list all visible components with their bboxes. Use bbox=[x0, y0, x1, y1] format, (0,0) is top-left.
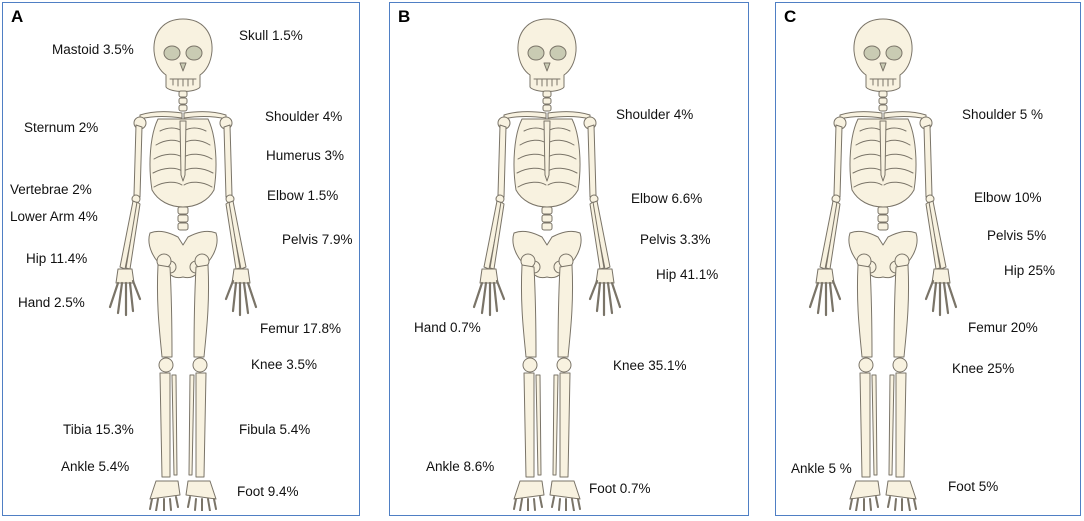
skeleton-illustration bbox=[808, 17, 958, 511]
label-sternum: Sternum 2% bbox=[24, 120, 99, 135]
label-pelvis: Pelvis 5% bbox=[987, 228, 1047, 243]
label-hip: Hip 11.4% bbox=[26, 251, 88, 266]
panel-b: B Shoulder 4% Elbow 6.6% Pelvis 3.3% Hip… bbox=[389, 2, 749, 516]
label-skull: Skull 1.5% bbox=[239, 28, 303, 43]
label-elbow: Elbow 6.6% bbox=[631, 191, 703, 206]
label-humerus: Humerus 3% bbox=[266, 148, 345, 163]
label-lower-arm: Lower Arm 4% bbox=[10, 209, 98, 224]
panel-letter: A bbox=[11, 7, 24, 26]
label-pelvis: Pelvis 7.9% bbox=[282, 232, 353, 247]
label-pelvis: Pelvis 3.3% bbox=[640, 232, 711, 247]
label-knee: Knee 25% bbox=[952, 361, 1015, 376]
label-mastoid: Mastoid 3.5% bbox=[52, 42, 134, 57]
label-hip: Hip 25% bbox=[1004, 263, 1056, 278]
label-femur: Femur 20% bbox=[968, 320, 1038, 335]
label-hand: Hand 2.5% bbox=[18, 295, 85, 310]
label-hand: Hand 0.7% bbox=[414, 320, 481, 335]
label-hip: Hip 41.1% bbox=[656, 267, 719, 282]
label-foot: Foot 9.4% bbox=[237, 484, 299, 499]
label-shoulder: Shoulder 5 % bbox=[962, 107, 1044, 122]
label-shoulder: Shoulder 4% bbox=[265, 109, 343, 124]
label-shoulder: Shoulder 4% bbox=[616, 107, 694, 122]
label-ankle: Ankle 8.6% bbox=[426, 459, 495, 474]
label-tibia: Tibia 15.3% bbox=[63, 422, 134, 437]
label-elbow: Elbow 1.5% bbox=[267, 188, 339, 203]
panel-c: C Shoulder 5 % Elbow 10% Pelvis 5% Hip 2… bbox=[775, 2, 1081, 516]
label-elbow: Elbow 10% bbox=[974, 190, 1042, 205]
label-foot: Foot 5% bbox=[948, 479, 999, 494]
panel-a: A Skull 1.5% Mastoid 3.5% Shoulder 4% St… bbox=[2, 2, 360, 516]
label-fibula: Fibula 5.4% bbox=[239, 422, 311, 437]
label-knee: Knee 3.5% bbox=[251, 357, 318, 372]
label-vertebrae: Vertebrae 2% bbox=[10, 182, 92, 197]
panel-letter: B bbox=[398, 7, 411, 26]
label-foot: Foot 0.7% bbox=[589, 481, 651, 496]
skeleton-illustration bbox=[472, 17, 622, 511]
label-ankle: Ankle 5.4% bbox=[61, 459, 130, 474]
label-ankle: Ankle 5 % bbox=[791, 461, 852, 476]
panel-letter: C bbox=[784, 7, 797, 26]
label-femur: Femur 17.8% bbox=[260, 321, 342, 336]
label-knee: Knee 35.1% bbox=[613, 358, 687, 373]
